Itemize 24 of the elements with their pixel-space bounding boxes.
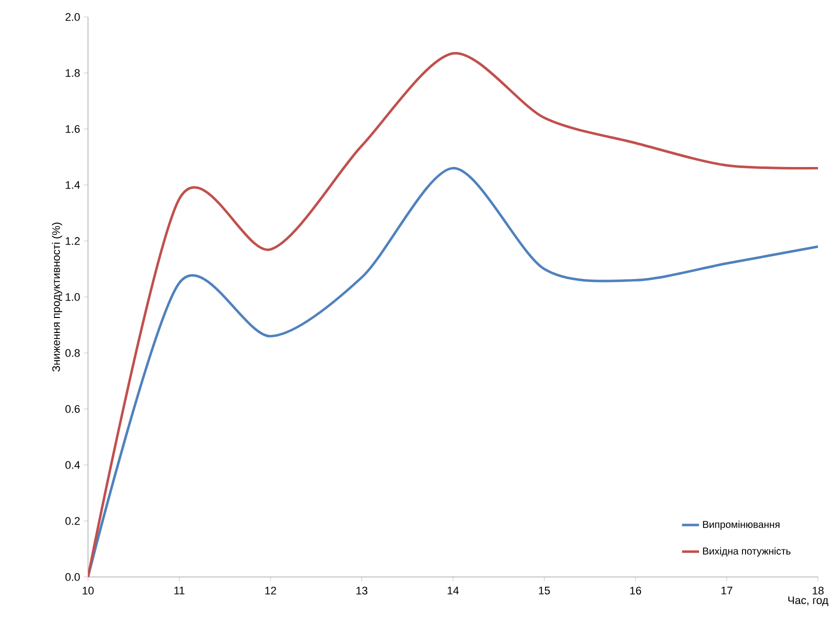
x-axis-title: Час, год <box>788 596 828 606</box>
y-tick-label: 1.8 <box>66 69 80 77</box>
y-axis-title: Зниження продуктивності (%) <box>52 222 62 372</box>
x-tick-label: 10 <box>82 586 94 595</box>
x-tick-label: 12 <box>265 586 276 594</box>
legend-label: Вихідна потужність <box>703 547 790 557</box>
y-tick-label: 0.2 <box>65 517 80 525</box>
x-tick-label: 13 <box>356 586 368 595</box>
x-tick-label: 11 <box>174 586 184 594</box>
y-tick-label: 0.8 <box>65 349 80 357</box>
x-tick-label: 15 <box>538 586 550 594</box>
x-tick-label: 17 <box>721 586 732 594</box>
x-tick-label: 16 <box>630 586 642 595</box>
y-tick-label: 0.0 <box>65 573 80 581</box>
y-tick-label: 1.2 <box>66 237 80 245</box>
y-tick-label: 2.0 <box>66 13 80 21</box>
y-tick-label: 0.6 <box>65 405 80 413</box>
y-tick-label: 0.4 <box>65 461 80 469</box>
y-tick-label: 1.0 <box>66 293 80 301</box>
y-tick-label: 1.6 <box>66 125 80 133</box>
x-tick-label: 18 <box>812 586 824 595</box>
legend-label: Випромінювання <box>703 520 780 530</box>
x-tick-label: 14 <box>448 586 459 594</box>
y-tick-label: 1.4 <box>66 181 80 189</box>
